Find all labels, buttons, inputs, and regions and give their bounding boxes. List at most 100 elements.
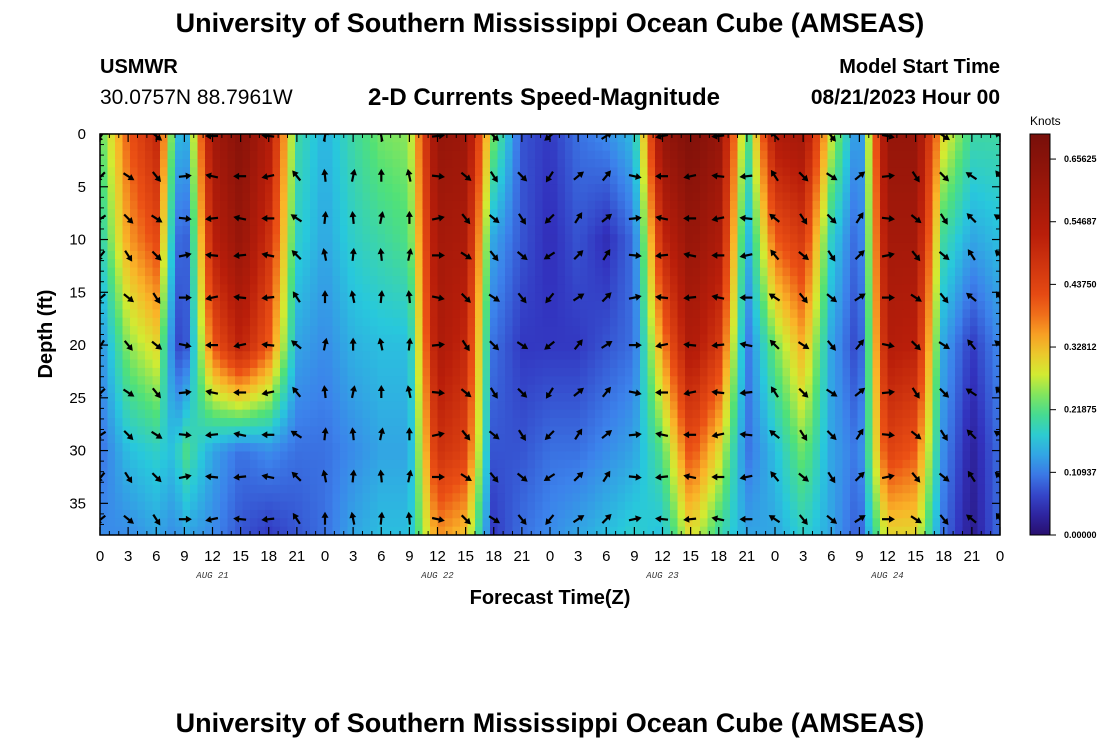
heat-cell [317, 150, 326, 160]
heat-cell [797, 150, 806, 160]
heat-cell [272, 468, 281, 478]
heat-cell [512, 242, 521, 252]
heat-cell [655, 367, 664, 377]
heat-cell [340, 309, 349, 319]
heat-cell [302, 159, 311, 169]
heat-cell [392, 351, 401, 361]
heat-cell [235, 276, 244, 285]
heat-cell [137, 292, 146, 302]
heat-cell [707, 401, 716, 411]
heat-cell [227, 209, 236, 219]
heat-cell [790, 234, 799, 244]
heat-cell [100, 401, 109, 411]
heat-cell [850, 276, 859, 285]
heat-cell [850, 301, 859, 311]
heat-cell [482, 217, 491, 227]
heat-cell [662, 401, 671, 411]
heat-cell [310, 459, 319, 469]
heat-cell [430, 409, 439, 419]
heat-cell [512, 234, 521, 244]
heat-cell [902, 292, 911, 302]
heat-cell [737, 234, 746, 244]
heat-cell [572, 242, 581, 252]
heat-cell [865, 426, 874, 436]
heat-cell [265, 175, 274, 185]
heat-cell [677, 150, 686, 160]
heat-cell [280, 217, 289, 227]
heat-cell [977, 384, 986, 394]
heat-cell [760, 434, 769, 444]
heat-cell [827, 409, 836, 419]
heat-cell [167, 267, 176, 277]
heat-cell [910, 317, 919, 327]
heat-cell [977, 242, 986, 252]
heat-cell [670, 250, 679, 260]
heat-cell [160, 367, 169, 377]
heat-cell [715, 242, 724, 252]
heat-cell [820, 317, 829, 327]
heat-cell [107, 292, 116, 302]
heat-cell [722, 167, 731, 177]
heat-cell [325, 250, 334, 260]
heat-cell [257, 384, 266, 394]
heat-cell [272, 418, 281, 427]
heat-cell [932, 309, 941, 319]
heat-cell [775, 292, 784, 302]
heat-cell [977, 142, 986, 152]
heat-cell [662, 342, 671, 352]
heat-cell [302, 351, 311, 361]
heat-cell [872, 384, 881, 394]
heat-cell [257, 242, 266, 252]
heat-cell [175, 451, 184, 461]
heat-cell [167, 434, 176, 444]
heat-cell [325, 234, 334, 244]
heat-cell [632, 242, 641, 252]
heat-cell [865, 409, 874, 419]
heat-cell [355, 401, 364, 411]
heat-cell [280, 359, 289, 369]
heat-cell [632, 225, 641, 235]
heat-cell [520, 334, 529, 344]
heat-cell [355, 217, 364, 227]
heat-cell [332, 142, 341, 152]
heat-cell [437, 267, 446, 277]
heat-cell [340, 443, 349, 453]
heat-cell [805, 167, 814, 177]
heat-cell [947, 200, 956, 210]
heat-cell [280, 150, 289, 160]
heat-cell [767, 409, 776, 419]
heat-cell [325, 451, 334, 461]
heat-cell [385, 367, 394, 377]
heat-cell [482, 192, 491, 202]
heat-cell [445, 267, 454, 277]
heat-cell [242, 451, 251, 461]
heat-cell [655, 326, 664, 336]
heat-cell [182, 192, 191, 202]
heat-cell [347, 134, 356, 143]
heat-cell [805, 468, 814, 478]
heat-cell [692, 418, 701, 427]
heat-cell [227, 242, 236, 252]
heat-cell [242, 134, 251, 143]
heat-cell [152, 384, 161, 394]
heat-cell [835, 175, 844, 185]
heat-cell [722, 200, 731, 210]
heat-cell [812, 209, 821, 219]
heat-cell [790, 367, 799, 377]
heat-cell [925, 434, 934, 444]
heat-cell [805, 259, 814, 269]
heat-cell [805, 301, 814, 311]
heat-cell [392, 192, 401, 202]
heat-cell [775, 276, 784, 285]
heat-cell [362, 292, 371, 302]
heat-cell [452, 359, 461, 369]
heat-cell [122, 459, 131, 469]
heat-cell [670, 150, 679, 160]
heat-cell [430, 234, 439, 244]
heat-cell [385, 209, 394, 219]
heat-cell [167, 326, 176, 336]
heat-cell [340, 159, 349, 169]
heat-cell [520, 326, 529, 336]
heat-cell [670, 443, 679, 453]
heat-cell [842, 301, 851, 311]
